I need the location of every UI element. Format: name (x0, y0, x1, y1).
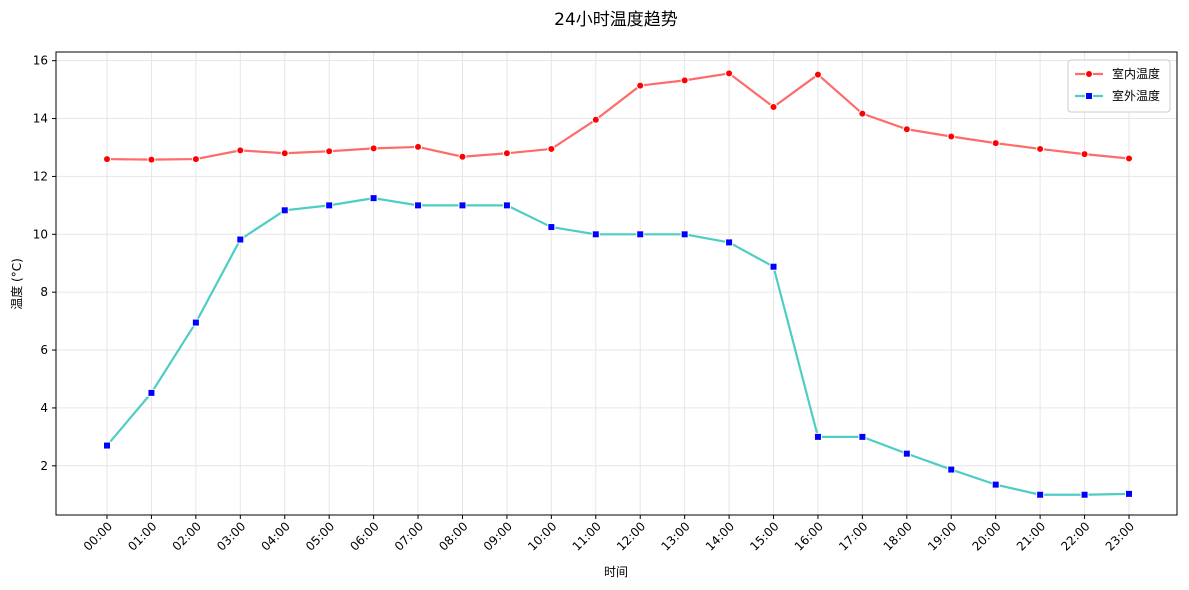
series-1 (103, 69, 1133, 164)
chart-title: 24小时温度趋势 (554, 10, 678, 30)
data-point (458, 201, 467, 210)
series-layer (103, 69, 1133, 499)
data-point (236, 146, 245, 155)
x-tick-label: 18:00 (881, 519, 915, 553)
y-axis-label: 温度 (°C) (9, 258, 24, 310)
y-tick-label: 4 (40, 401, 48, 415)
legend-marker (1085, 92, 1093, 100)
plot-frame (55, 51, 1178, 516)
series-line (106, 72, 1130, 161)
x-tick-label: 12:00 (614, 519, 648, 553)
y-tick-label: 8 (40, 285, 48, 299)
data-point (813, 432, 822, 441)
data-point (280, 149, 289, 158)
legend-label: 室内温度 (1112, 66, 1160, 81)
data-point (191, 155, 200, 164)
x-tick-label: 20:00 (969, 519, 1003, 553)
x-axis: 00:00 01:00 02:00 03:00 04:00 05:00 06:00 07:00… (81, 515, 1137, 554)
legend-marker (1085, 70, 1093, 78)
x-tick-label: 07:00 (392, 519, 426, 553)
data-point (547, 144, 556, 153)
data-point (947, 465, 956, 474)
data-point (414, 142, 423, 151)
x-tick-label: 01:00 (125, 519, 159, 553)
data-point (236, 235, 245, 244)
x-tick-label: 21:00 (1014, 519, 1048, 553)
data-point (902, 125, 911, 134)
data-point (1036, 490, 1045, 499)
data-point (991, 480, 1000, 489)
y-tick-label: 14 (33, 112, 48, 126)
x-tick-label: 09:00 (481, 519, 515, 553)
series-2 (103, 194, 1133, 499)
data-point (902, 449, 911, 458)
x-tick-label: 17:00 (836, 519, 870, 553)
data-point (369, 144, 378, 153)
y-tick-label: 10 (33, 227, 48, 241)
data-point (369, 194, 378, 203)
x-tick-label: 02:00 (170, 519, 204, 553)
y-tick-label: 12 (33, 169, 48, 183)
data-point (636, 81, 645, 90)
data-point (547, 223, 556, 232)
x-tick-label: 10:00 (525, 519, 559, 553)
data-point (502, 201, 511, 210)
data-point (769, 262, 778, 271)
data-point (769, 102, 778, 111)
data-point (280, 206, 289, 215)
x-tick-label: 22:00 (1058, 519, 1092, 553)
y-tick-label: 16 (33, 54, 48, 68)
data-point (725, 238, 734, 247)
y-axis: 2 4 6 8 10 12 14 16 (33, 54, 56, 473)
data-point (458, 152, 467, 161)
data-point (414, 201, 423, 210)
x-tick-label: 14:00 (703, 519, 737, 553)
x-tick-label: 23:00 (1103, 519, 1137, 553)
data-point (325, 147, 334, 156)
data-point (103, 155, 111, 164)
x-tick-label: 05:00 (303, 519, 337, 553)
data-point (680, 230, 689, 239)
data-point (813, 70, 822, 79)
x-tick-label: 03:00 (214, 519, 248, 553)
data-point (191, 318, 200, 327)
y-tick-label: 6 (40, 343, 48, 357)
x-tick-label: 15:00 (747, 519, 781, 553)
data-point (991, 139, 1000, 148)
y-tick-label: 2 (40, 459, 48, 473)
data-point (636, 230, 645, 239)
data-point (325, 201, 334, 210)
x-tick-label: 00:00 (81, 519, 115, 553)
data-point (858, 432, 867, 441)
x-tick-label: 06:00 (347, 519, 381, 553)
data-point (147, 155, 156, 164)
x-tick-label: 04:00 (258, 519, 292, 553)
data-point (591, 115, 600, 124)
data-point (1080, 150, 1089, 159)
data-point (1036, 144, 1045, 153)
x-tick-label: 16:00 (792, 519, 826, 553)
data-point (725, 69, 734, 78)
data-point (947, 132, 956, 141)
x-axis-label: 时间 (604, 565, 628, 579)
data-point (858, 109, 867, 118)
grid (56, 52, 1177, 515)
data-point (591, 230, 600, 239)
x-tick-label: 08:00 (436, 519, 470, 553)
data-point (1125, 489, 1133, 498)
x-tick-label: 11:00 (570, 519, 604, 553)
x-tick-label: 13:00 (658, 519, 692, 553)
data-point (103, 441, 111, 450)
series-line (106, 197, 1130, 496)
data-point (502, 149, 511, 158)
data-point (1080, 490, 1089, 499)
data-point (147, 388, 156, 397)
data-point (1125, 154, 1133, 163)
legend-label: 室外温度 (1112, 88, 1160, 103)
x-tick-label: 19:00 (925, 519, 959, 553)
data-point (680, 76, 689, 85)
